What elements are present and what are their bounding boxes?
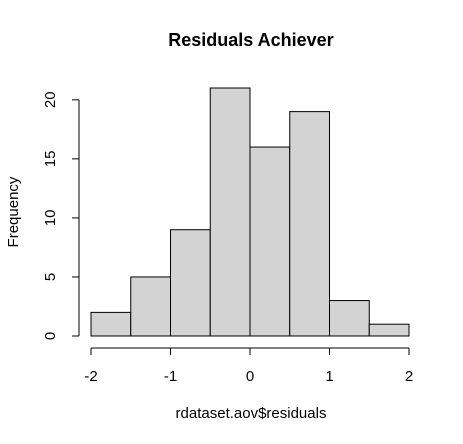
histogram-bar-5 bbox=[249, 146, 291, 337]
histogram-bar-3 bbox=[170, 229, 211, 337]
x-axis: -2 -1 0 1 2 bbox=[84, 347, 413, 385]
x-tick-label: 0 bbox=[246, 368, 254, 385]
y-tick-label: 20 bbox=[42, 91, 59, 108]
histogram-bar-6 bbox=[289, 111, 330, 337]
x-tick-label: -2 bbox=[84, 368, 97, 385]
x-tick-label: -1 bbox=[164, 368, 177, 385]
chart-title: Residuals Achiever bbox=[168, 30, 333, 50]
y-tick-label: 15 bbox=[42, 151, 59, 168]
histogram-bar-4 bbox=[209, 87, 251, 337]
y-tick-label: 0 bbox=[42, 332, 59, 340]
y-axis: 0 5 10 15 20 bbox=[42, 91, 80, 340]
x-tick-label: 1 bbox=[325, 368, 333, 385]
y-tick-label: 5 bbox=[42, 273, 59, 281]
x-tick-label: 2 bbox=[405, 368, 413, 385]
histogram-bar-7 bbox=[329, 300, 370, 337]
histogram-bar-8 bbox=[368, 323, 410, 337]
x-axis-label: rdataset.aov$residuals bbox=[176, 405, 327, 422]
histogram-bar-2 bbox=[130, 276, 171, 337]
bars-group bbox=[90, 87, 410, 337]
y-tick-label: 10 bbox=[42, 210, 59, 227]
histogram-bar-1 bbox=[90, 311, 132, 337]
y-axis-label: Frequency bbox=[5, 176, 22, 247]
